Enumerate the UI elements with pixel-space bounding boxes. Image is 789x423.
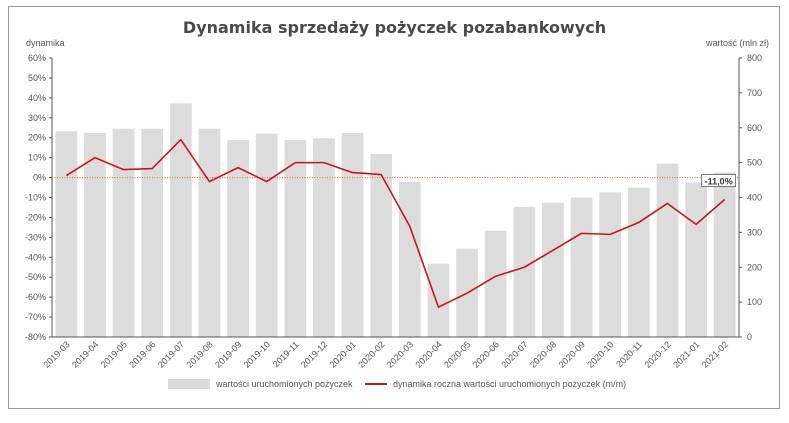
x-tick-label: 2019-12 [299,339,329,369]
bar-2020-04 [427,263,450,337]
bar-2020-07 [513,206,536,337]
x-tick-label: 2019-06 [127,339,157,369]
left-tick-label: 50% [28,73,46,83]
left-tick-label: 0% [33,173,46,183]
left-tick-label: -70% [25,312,46,322]
bar-2020-06 [484,230,507,337]
right-tick-label: 400 [747,193,762,203]
left-tick-label: 40% [28,93,46,103]
right-tick-label: 200 [747,262,762,272]
bar-2020-09 [570,197,593,337]
bar-2019-09 [227,139,249,337]
x-tick-label: 2020-05 [442,339,472,369]
x-tick-label: 2019-10 [242,339,272,369]
x-tick-label: 2020-08 [528,339,558,369]
bar-2019-05 [112,128,135,337]
legend-swatch-bars [168,379,210,389]
bar-2020-08 [542,202,564,337]
x-tick-label: 2020-12 [642,339,672,369]
chart-frame [8,6,780,409]
bar-2019-10 [255,133,278,337]
x-tick-label: 2020-07 [499,339,529,369]
right-axis-title: wartość (mln zł) [705,38,769,48]
left-tick-label: -40% [25,252,46,262]
legend-item-line: dynamika roczna wartości uruchomionych p… [365,379,626,389]
right-tick-label: 500 [747,158,762,168]
right-tick-label: 300 [747,227,762,237]
x-tick-label: 2019-07 [156,339,186,369]
legend-swatch-line [365,383,387,385]
left-tick-label: -20% [25,212,46,222]
left-tick-label: -50% [25,272,46,282]
chart-title: Dynamika sprzedaży pożyczek pozabankowyc… [182,18,607,37]
x-tick-label: 2020-03 [385,339,415,369]
annotation-label: -11,0% [705,176,733,186]
x-tick-label: 2021-02 [700,339,730,369]
x-tick-label: 2020-06 [471,339,501,369]
legend-label-bars: wartości uruchomionych pożyczek [216,379,353,389]
x-tick-label: 2019-04 [70,339,100,369]
bar-2019-11 [284,139,307,337]
annotation-box [701,174,737,187]
bar-2019-03 [55,131,78,337]
bar-2019-07 [169,103,192,338]
x-tick-label: 2019-08 [184,339,214,369]
left-tick-label: -30% [25,232,46,242]
x-tick-label: 2019-11 [271,339,301,369]
bar-2020-10 [599,192,622,337]
right-tick-label: 0 [747,332,752,342]
x-tick-label: 2020-01 [328,339,358,369]
left-tick-label: 30% [28,113,46,123]
right-tick-label: 700 [747,88,762,98]
bar-2019-12 [313,138,335,337]
x-tick-label: 2020-09 [557,339,587,369]
left-tick-label: -60% [25,292,46,302]
left-axis-title: dynamika [26,38,65,48]
right-tick-label: 100 [747,297,762,307]
left-tick-label: 60% [28,53,46,63]
right-tick-label: 800 [747,53,762,63]
bar-2019-04 [84,132,106,337]
legend-item-bars: wartości uruchomionych pożyczek [168,379,353,389]
left-tick-label: 20% [28,133,46,143]
x-tick-label: 2020-02 [356,339,386,369]
bar-2021-01 [685,182,707,337]
bar-2019-06 [141,128,164,337]
x-tick-label: 2019-05 [99,339,129,369]
bar-2021-02 [713,172,736,337]
bar-2020-03 [398,181,421,337]
x-tick-label: 2021-01 [671,339,701,369]
dynamics-line [65,138,726,308]
left-tick-label: 10% [28,153,46,163]
x-tick-label: 2019-03 [41,339,71,369]
right-tick-label: 600 [747,123,762,133]
left-tick-label: -80% [25,332,46,342]
x-tick-label: 2019-09 [213,339,243,369]
bar-2019-08 [198,128,221,337]
left-tick-label: -10% [25,193,46,203]
bar-2020-01 [341,132,364,337]
chart-legend: wartości uruchomionych pożyczek dynamika… [0,379,789,395]
bar-2020-02 [370,153,393,337]
x-tick-label: 2020-10 [585,339,615,369]
x-tick-label: 2020-11 [614,339,644,369]
bar-2020-12 [656,163,679,337]
x-tick-label: 2020-04 [413,339,443,369]
bar-2020-11 [627,187,650,337]
legend-label-line: dynamika roczna wartości uruchomionych p… [393,379,627,389]
